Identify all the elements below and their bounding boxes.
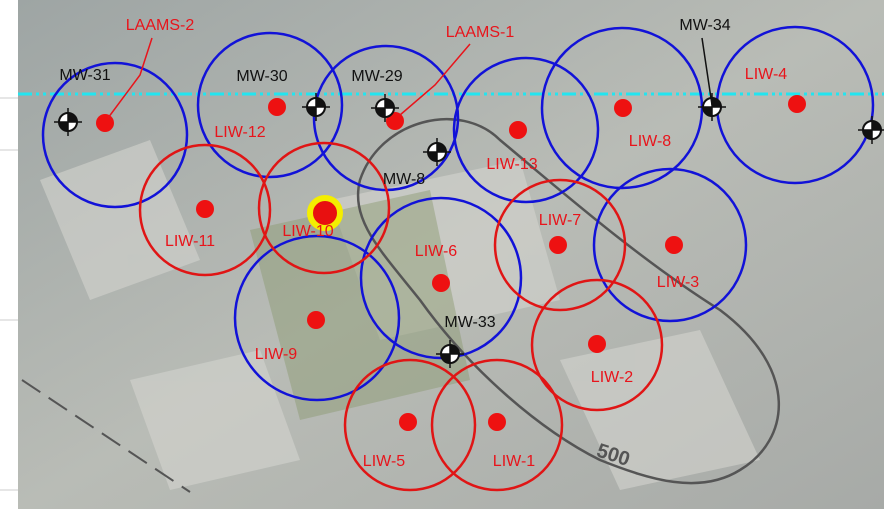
well-label: LIW-5 <box>363 453 405 470</box>
well-label: MW-33 <box>444 314 495 331</box>
well-label: LIW-12 <box>214 124 265 141</box>
well-label: MW-30 <box>236 68 287 85</box>
well-label: MW-8 <box>383 171 425 188</box>
well-label: MW-34 <box>679 17 730 34</box>
margin <box>0 0 18 509</box>
well-label: LIW-7 <box>539 212 581 229</box>
well-label: LIW-9 <box>255 346 297 363</box>
well-label: LAAMS-2 <box>126 17 195 34</box>
well-label: LIW-4 <box>745 66 787 83</box>
well-label: LIW-6 <box>415 243 457 260</box>
well-label: LIW-8 <box>629 133 671 150</box>
well-label: MW-29 <box>351 68 402 85</box>
well-label: LIW-10 <box>282 223 333 240</box>
well-label: LIW-3 <box>657 274 699 291</box>
well-label: LIW-1 <box>493 453 535 470</box>
well-label: LIW-2 <box>591 369 633 386</box>
site-map: LAAMS-2 LAAMS-1 MW-34 MW-31 MW-30 MW-29 … <box>0 0 884 509</box>
well-label: MW-31 <box>59 67 110 84</box>
well-label: LIW-13 <box>486 156 537 173</box>
well-label: LIW-11 <box>165 233 215 250</box>
well-label: LAAMS-1 <box>446 24 515 41</box>
